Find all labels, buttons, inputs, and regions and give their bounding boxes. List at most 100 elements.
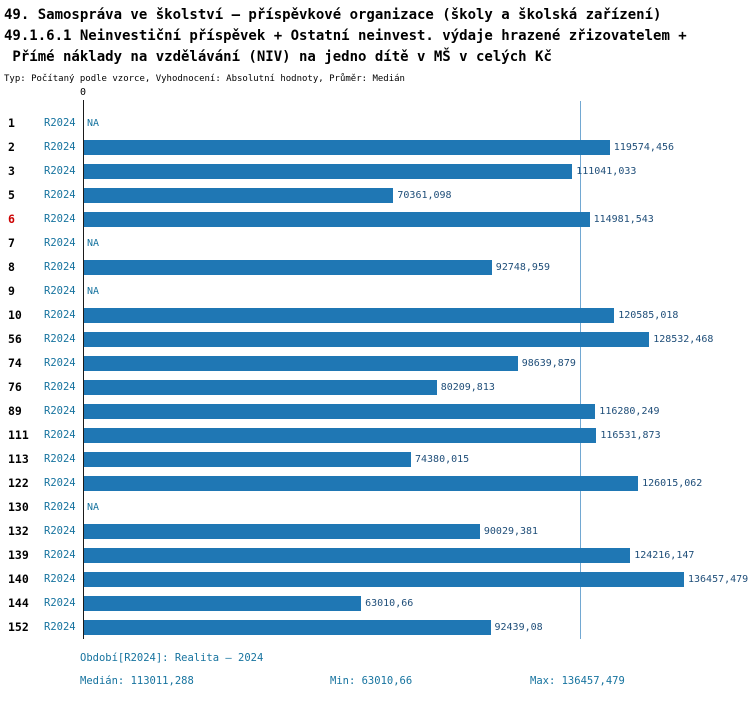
value-label: 80209,813	[440, 381, 495, 393]
title-line-3: Přímé náklady na vzdělávání (NIV) na jed…	[4, 49, 552, 65]
median-stat: Medián: 113011,288	[80, 675, 194, 687]
row-number: 1	[8, 116, 15, 130]
chart-row: 2 R2024 119574,456	[0, 135, 750, 159]
period-label: R2024	[44, 597, 76, 609]
chart-row: 7 R2024 NA	[0, 231, 750, 255]
row-number: 130	[8, 500, 29, 514]
value-bar	[84, 163, 573, 179]
max-stat: Max: 136457,479	[530, 675, 625, 687]
value-bar	[84, 307, 615, 323]
value-bar	[84, 403, 596, 419]
value-label: 98639,879	[521, 357, 576, 369]
value-label: 136457,479	[688, 573, 749, 585]
value-bar	[84, 523, 480, 539]
value-bar	[84, 211, 590, 227]
row-number: 89	[8, 404, 22, 418]
chart-row: 5 R2024 70361,098	[0, 183, 750, 207]
chart-rows: 1 R2024 NA 2 R2024 119574,456 3 R2024 111041,033…	[0, 111, 750, 639]
row-number: 122	[8, 476, 29, 490]
chart-row: 130 R2024 NA	[0, 495, 750, 519]
value-bar	[84, 187, 394, 203]
chart-row: 140 R2024 136457,479	[0, 567, 750, 591]
chart-row: 3 R2024 111041,033	[0, 159, 750, 183]
value-bar	[84, 571, 684, 587]
value-label: 63010,66	[365, 597, 414, 609]
row-number: 144	[8, 596, 29, 610]
row-plot: 90029,381	[83, 519, 750, 543]
period-label: R2024	[44, 549, 76, 561]
value-label: 92439,08	[494, 621, 543, 633]
chart-row: 6 R2024 114981,543	[0, 207, 750, 231]
chart-row: 1 R2024 NA	[0, 111, 750, 135]
row-number: 111	[8, 428, 29, 442]
period-label: R2024	[44, 429, 76, 441]
median-line	[579, 101, 581, 639]
value-bar	[84, 595, 362, 611]
value-bar	[84, 139, 610, 155]
value-label: 90029,381	[483, 525, 539, 537]
value-bar	[84, 259, 492, 275]
row-number: 5	[8, 188, 15, 202]
period-label: R2024	[44, 261, 76, 273]
value-label: 120585,018	[618, 309, 679, 321]
chart-row: 122 R2024 126015,062	[0, 471, 750, 495]
row-plot: 92439,08	[83, 615, 750, 639]
value-label: 119574,456	[613, 141, 675, 153]
value-label: 114981,543	[593, 213, 654, 225]
chart-footer: Období[R2024]: Realita – 2024 Medián: 11…	[80, 651, 750, 688]
chart-row: 152 R2024 92439,08	[0, 615, 750, 639]
row-number: 74	[8, 356, 22, 370]
value-label: 126015,062	[642, 477, 703, 489]
chart-meta-line: Typ: Počítaný podle vzorce, Vyhodnocení:…	[4, 74, 405, 84]
row-plot: 92748,959	[83, 255, 750, 279]
row-plot: 120585,018	[83, 303, 750, 327]
period-label: R2024	[44, 357, 76, 369]
chart-row: 10 R2024 120585,018	[0, 303, 750, 327]
row-plot: 119574,456	[83, 135, 750, 159]
period-label: R2024	[44, 117, 76, 129]
title-line-2: 49.1.6.1 Neinvestiční příspěvek + Ostatn…	[4, 28, 687, 44]
row-plot: 114981,543	[83, 207, 750, 231]
period-label: R2024	[44, 453, 76, 465]
value-bar	[84, 475, 639, 491]
min-stat: Min: 63010,66	[330, 675, 413, 687]
value-bar	[84, 451, 411, 467]
period-label: R2024	[44, 165, 76, 177]
chart-row: 113 R2024 74380,015	[0, 447, 750, 471]
value-bar	[84, 379, 437, 395]
bar-chart: 0 1 R2024 NA 2 R2024 119574,456 3 R2024 111041,0…	[0, 85, 750, 639]
row-number: 2	[8, 140, 15, 154]
row-number: 76	[8, 380, 22, 394]
row-plot: 98639,879	[83, 351, 750, 375]
row-number: 6	[8, 212, 15, 226]
row-number: 132	[8, 524, 29, 538]
period-label: R2024	[44, 381, 76, 393]
period-label: R2024	[44, 141, 76, 153]
chart-row: 56 R2024 128532,468	[0, 327, 750, 351]
period-label: R2024	[44, 309, 76, 321]
row-number: 9	[8, 284, 15, 298]
chart-row: 8 R2024 92748,959	[0, 255, 750, 279]
value-label: 111041,033	[576, 165, 637, 177]
value-label: 74380,015	[415, 453, 470, 465]
period-label: R2024	[44, 213, 76, 225]
na-label: NA	[87, 501, 100, 513]
row-number: 3	[8, 164, 15, 178]
chart-header: 49. Samospráva ve školství – příspěvkové…	[0, 0, 750, 85]
chart-row: 76 R2024 80209,813	[0, 375, 750, 399]
row-number: 8	[8, 260, 15, 274]
title-line-1: 49. Samospráva ve školství – příspěvkové…	[4, 7, 662, 23]
row-plot: 111041,033	[83, 159, 750, 183]
row-number: 139	[8, 548, 29, 562]
row-plot: NA	[83, 495, 750, 519]
period-label: R2024	[44, 573, 76, 585]
row-number: 10	[8, 308, 22, 322]
row-plot: 80209,813	[83, 375, 750, 399]
row-number: 7	[8, 236, 15, 250]
chart-row: 111 R2024 116531,873	[0, 423, 750, 447]
row-plot: 74380,015	[83, 447, 750, 471]
stats-line: Medián: 113011,288 Min: 63010,66 Max: 13…	[80, 674, 750, 688]
x-axis-zero-label: 0	[79, 87, 87, 98]
x-axis: 0	[0, 85, 750, 111]
